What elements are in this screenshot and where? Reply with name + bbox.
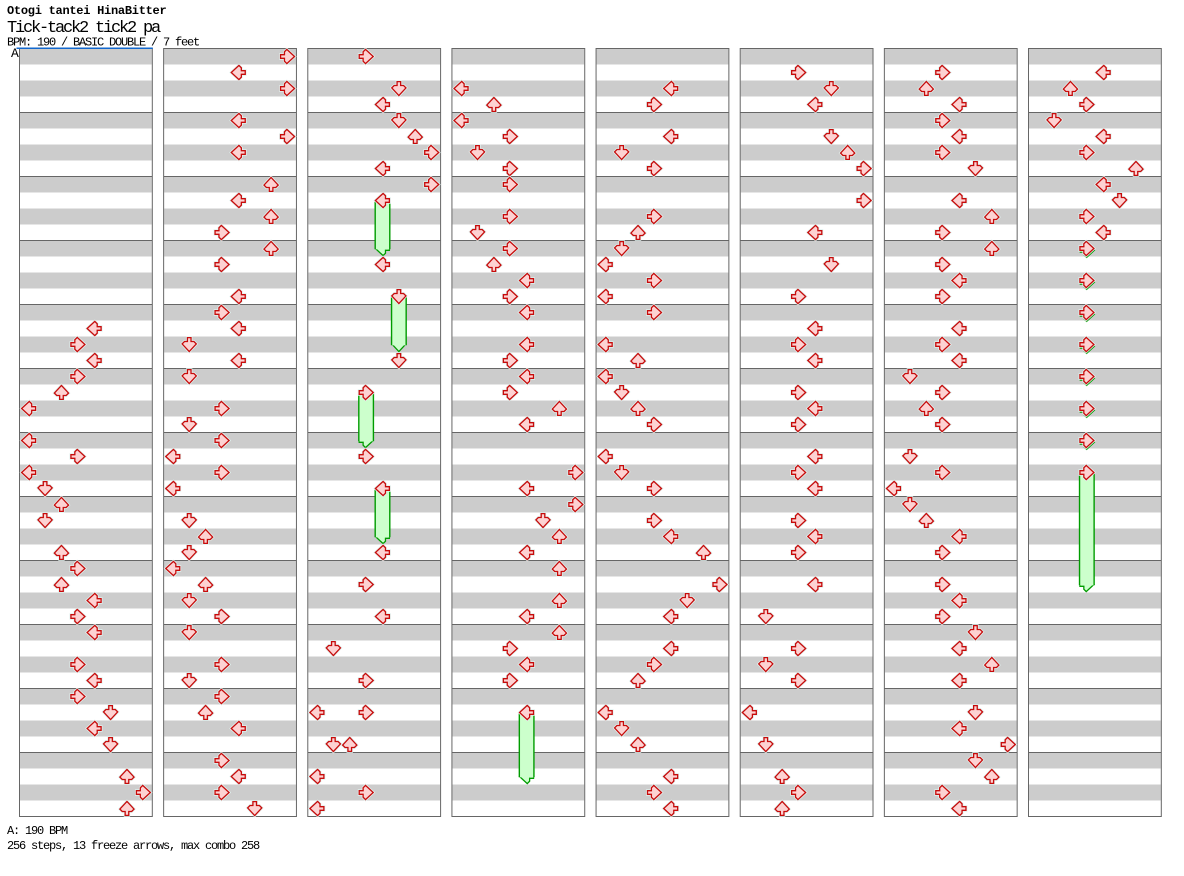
svg-text:256 steps, 13 freeze arrows, m: 256 steps, 13 freeze arrows, max combo 2… (7, 839, 260, 853)
svg-text:BPM: 190 / BASIC DOUBLE / 7 fe: BPM: 190 / BASIC DOUBLE / 7 feet (7, 35, 199, 49)
svg-text:A: 190 BPM: A: 190 BPM (7, 824, 68, 838)
svg-text:A: A (11, 46, 19, 61)
svg-text:Otogi tantei HinaBitter: Otogi tantei HinaBitter (7, 4, 166, 18)
svg-text:Tick-tack2 tick2 pa: Tick-tack2 tick2 pa (7, 19, 161, 38)
